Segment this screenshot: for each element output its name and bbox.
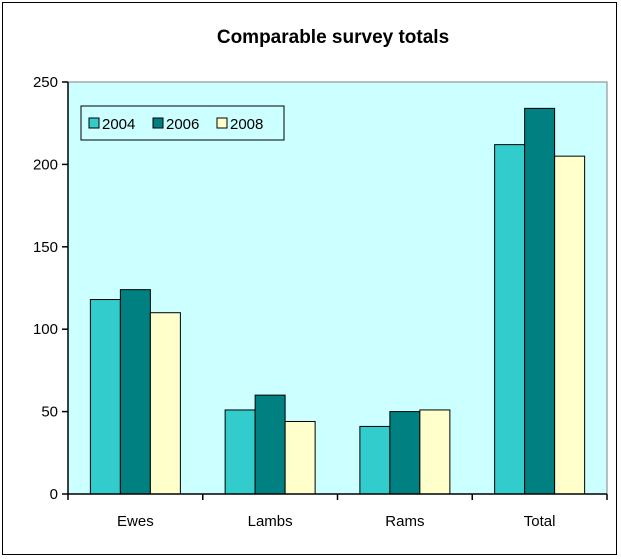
bar-rams-2008: [419, 409, 451, 495]
y-tick-label: 150: [33, 239, 58, 256]
x-tick-label: Ewes: [117, 513, 154, 530]
legend-swatch-2006: [152, 117, 164, 129]
legend-swatch-2004: [88, 117, 100, 129]
bar-total-2008: [554, 155, 586, 495]
bar-rams-2004: [359, 425, 391, 495]
y-tick-label: 100: [33, 321, 58, 338]
x-tick-label: Lambs: [248, 513, 293, 530]
bar-ewes-2006: [119, 289, 151, 495]
legend: 2004 2006 2008: [80, 105, 285, 141]
bars-group: [89, 107, 586, 495]
legend-swatch-2008: [216, 117, 228, 129]
bar-lambs-2006: [254, 394, 286, 495]
y-tick-label: 250: [33, 74, 58, 91]
x-tick-label: Rams: [385, 513, 424, 530]
bar-rams-2006: [389, 411, 421, 495]
y-tick-label: 50: [41, 404, 58, 421]
bar-total-2006: [524, 107, 556, 495]
bar-ewes-2004: [89, 299, 121, 495]
x-tick-label: Total: [524, 513, 556, 530]
bar-lambs-2004: [224, 409, 256, 495]
axes-group: 0 50 100 150 200 250 Ewes Lambs Rams Total: [33, 74, 608, 530]
chart-title: Comparable survey totals: [217, 27, 449, 48]
bar-lambs-2008: [284, 420, 316, 495]
legend-label-2006: 2006: [166, 116, 199, 133]
bar-ewes-2008: [149, 312, 181, 495]
y-tick-label: 0: [50, 486, 58, 503]
y-tick-label: 200: [33, 156, 58, 173]
bar-total-2004: [494, 144, 526, 495]
legend-label-2004: 2004: [102, 116, 135, 133]
legend-label-2008: 2008: [230, 116, 263, 133]
legend-box: [80, 105, 285, 141]
